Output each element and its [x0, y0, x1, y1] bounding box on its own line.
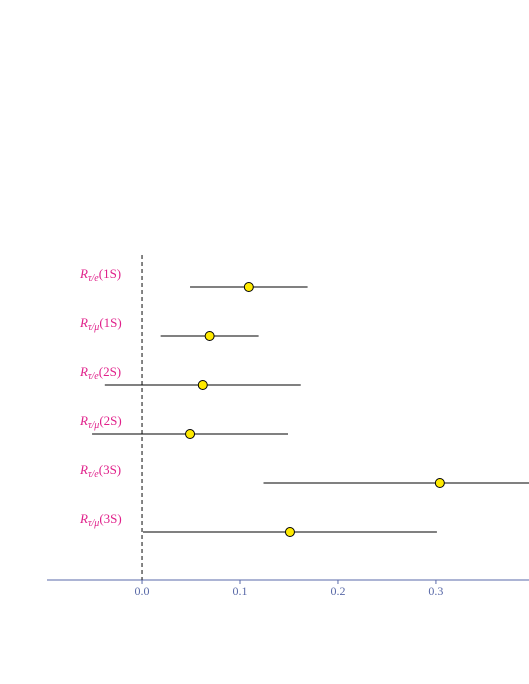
label-subscript: τ/e: [88, 273, 99, 284]
label-state: (2S): [99, 413, 121, 428]
point: [434, 478, 445, 488]
label-symbol: R: [79, 413, 88, 428]
point: [204, 331, 215, 341]
point: [197, 380, 208, 390]
label-symbol: R: [79, 315, 88, 330]
label-subscript: τ/e: [88, 371, 99, 382]
x-tick-label: 0.0: [135, 584, 150, 598]
label-state: (1S): [99, 315, 121, 330]
label-subscript: τ/μ: [88, 420, 99, 431]
label-state: (3S): [99, 462, 121, 477]
row-label: Rτ/e(2S): [79, 364, 121, 382]
row-label: Rτ/μ(1S): [79, 315, 122, 333]
row-label: Rτ/μ(3S): [79, 511, 122, 529]
label-state: (2S): [99, 364, 121, 379]
label-state: (1S): [99, 266, 121, 281]
point: [243, 282, 254, 292]
point: [185, 429, 196, 439]
row-label: Rτ/e(1S): [79, 266, 121, 284]
label-symbol: R: [79, 462, 88, 477]
label-symbol: R: [79, 266, 88, 281]
label-symbol: R: [79, 511, 88, 526]
row-label: Rτ/e(3S): [79, 462, 121, 480]
x-tick-label: 0.1: [232, 584, 247, 598]
label-state: (3S): [99, 511, 121, 526]
point: [284, 527, 295, 537]
x-tick-label: 0.3: [428, 584, 443, 598]
label-subscript: τ/e: [88, 469, 99, 480]
row-label: Rτ/μ(2S): [79, 413, 122, 431]
x-tick-label: 0.2: [330, 584, 345, 598]
label-subscript: τ/μ: [88, 322, 99, 333]
label-subscript: τ/μ: [88, 518, 99, 529]
label-symbol: R: [79, 364, 88, 379]
